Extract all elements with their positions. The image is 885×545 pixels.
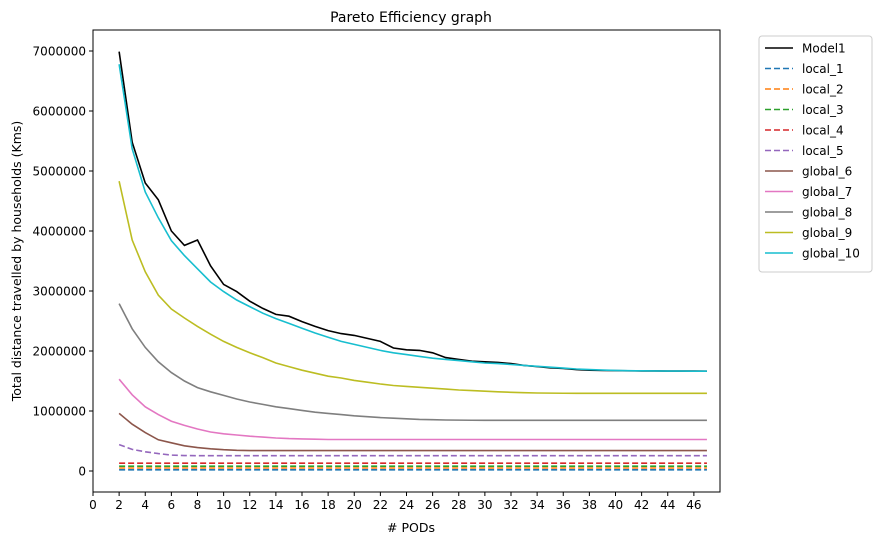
series-line-global-10 [118,64,707,373]
x-tick-label: 10 [216,498,231,512]
x-axis-label: # PODs [387,520,435,535]
plot-lines [118,51,707,471]
y-axis-label: Total distance travelled by households (… [9,121,24,403]
x-tick-label: 44 [660,498,675,512]
series-line-local-5 [118,443,707,457]
y-axis-ticks: 0 1000000 2000000 3000000 4000000 5000000 6000… [33,45,93,479]
y-tick-label: 4000000 [33,225,86,239]
legend-label: local_3 [802,103,844,117]
legend-label: local_1 [802,62,844,76]
legend-frame [758,35,873,273]
series-line-global-6 [118,412,707,452]
series-line-Model1 [118,51,707,372]
x-tick-label: 38 [582,498,597,512]
legend: Model1 local_1 local_2 local_3 local_4 local_… [758,35,873,273]
x-tick-label: 18 [320,498,335,512]
legend-label: local_5 [802,144,844,158]
legend-label: global_9 [802,226,852,240]
x-tick-label: 12 [242,498,257,512]
legend-label: local_2 [802,83,844,97]
chart-title: Pareto Efficiency graph [330,10,492,26]
x-tick-label: 40 [608,498,623,512]
y-tick-label: 2000000 [33,345,86,359]
x-tick-label: 46 [686,498,701,512]
series-line-global-7 [118,378,707,441]
x-tick-label: 36 [556,498,571,512]
x-tick-label: 14 [268,498,283,512]
y-tick-label: 1000000 [33,405,86,419]
legend-label: Model1 [802,42,846,56]
y-tick-label: 0 [78,465,86,479]
x-tick-label: 0 [89,498,97,512]
y-tick-label: 6000000 [33,105,86,119]
y-tick-label: 3000000 [33,285,86,299]
x-tick-label: 24 [399,498,414,512]
x-tick-label: 2 [115,498,123,512]
x-tick-label: 30 [477,498,492,512]
x-tick-label: 8 [194,498,202,512]
x-tick-label: 42 [634,498,649,512]
x-tick-label: 34 [529,498,544,512]
x-axis-ticks: 0 2 4 6 8 10 12 14 16 18 20 22 24 26 28 30 32 34 36 38 40 42 4… [89,492,702,512]
legend-label: global_7 [802,185,852,199]
plot-frame [92,29,721,493]
legend-label: local_4 [802,124,844,138]
legend-label: global_8 [802,206,852,220]
y-tick-label: 7000000 [33,45,86,59]
series-line-global-8 [118,303,707,422]
legend-label: global_6 [802,165,852,179]
x-tick-label: 32 [503,498,518,512]
x-tick-label: 20 [347,498,362,512]
x-tick-label: 4 [141,498,149,512]
x-tick-label: 22 [373,498,388,512]
y-tick-label: 5000000 [33,165,86,179]
x-tick-label: 6 [168,498,176,512]
x-tick-label: 28 [451,498,466,512]
x-tick-label: 26 [425,498,440,512]
x-tick-label: 16 [294,498,309,512]
series-line-global-9 [118,181,707,395]
legend-label: global_10 [802,247,860,261]
